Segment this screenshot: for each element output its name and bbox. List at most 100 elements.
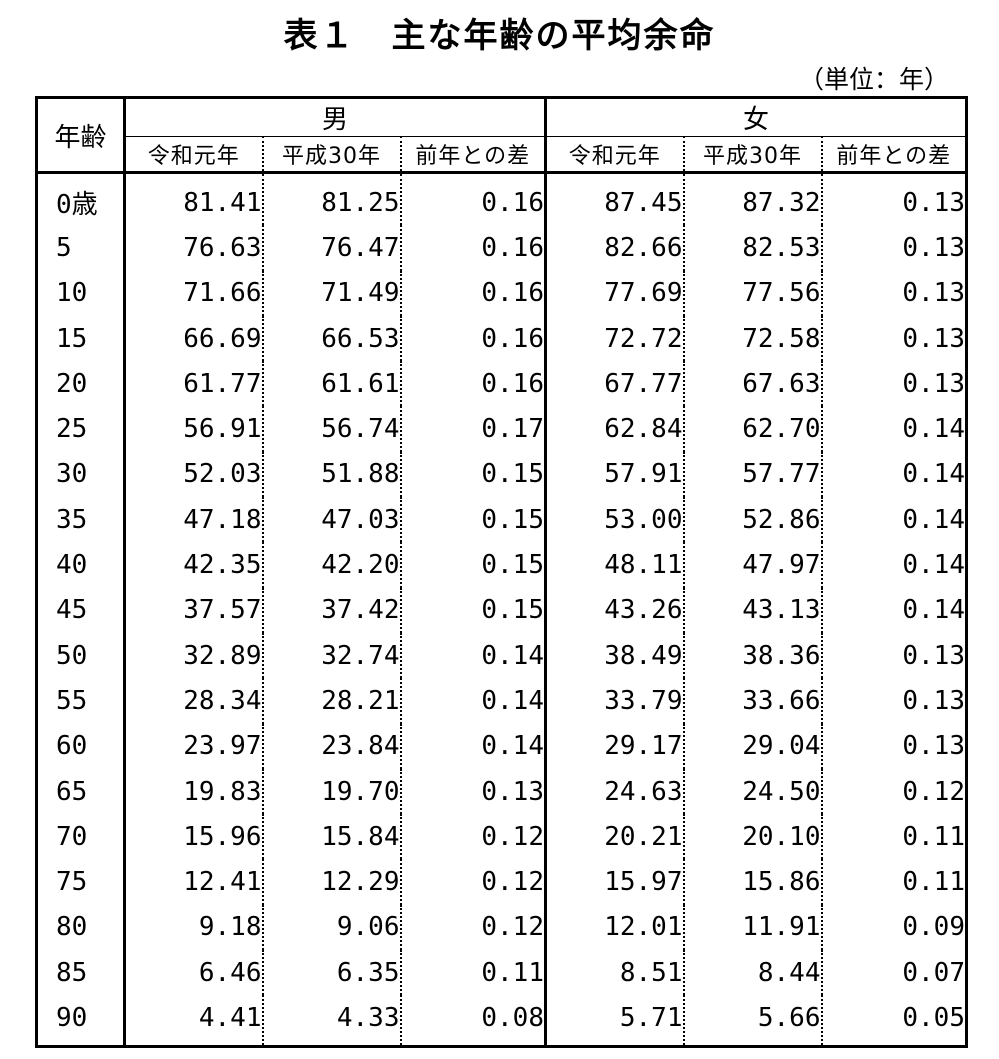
male-h30-cell: 23.84 xyxy=(262,723,402,769)
male-r1-cell: 23.97 xyxy=(124,723,264,769)
male-h30-cell: 51.88 xyxy=(262,451,402,498)
age-cell: 60 xyxy=(36,723,126,769)
table-row: 85 6.46 6.35 0.11 8.51 8.44 0.07 xyxy=(36,950,967,996)
table-row: 10 71.66 71.49 0.16 77.69 77.56 0.13 xyxy=(36,270,967,316)
female-h30-cell: 72.58 xyxy=(683,315,823,362)
male-h30-cell: 12.29 xyxy=(262,859,402,905)
female-r1-cell: 82.66 xyxy=(545,225,685,271)
male-h30-cell: 15.84 xyxy=(262,814,402,860)
female-h30-cell: 52.86 xyxy=(683,497,823,543)
male-r1-cell: 47.18 xyxy=(124,497,264,543)
female-h30-cell: 29.04 xyxy=(683,723,823,769)
female-h30-cell: 43.13 xyxy=(683,587,823,633)
female-diff-cell: 0.05 xyxy=(902,1002,965,1033)
table-row: 65 19.83 19.70 0.13 24.63 24.50 0.12 xyxy=(36,768,967,815)
male-col-diff: 前年との差 xyxy=(400,136,547,174)
male-h30-cell: 61.61 xyxy=(262,361,402,407)
male-r1-cell: 42.35 xyxy=(124,542,264,588)
table-row: 80 9.18 9.06 0.12 12.01 11.91 0.09 xyxy=(36,904,967,951)
male-diff-cell: 0.12 xyxy=(400,814,547,860)
male-diff-cell: 0.16 xyxy=(400,361,547,407)
female-diff-cell: 0.13 xyxy=(902,685,965,716)
female-h30-cell: 24.50 xyxy=(683,768,823,815)
age-cell: 65 xyxy=(36,768,126,815)
age-cell: 10 xyxy=(36,270,126,316)
male-r1-cell: 28.34 xyxy=(124,678,264,724)
female-r1-cell: 72.72 xyxy=(545,315,685,362)
male-r1-cell: 4.41 xyxy=(124,995,264,1047)
table-body: 0歳 81.41 81.25 0.16 87.45 87.32 0.13 5 76.63 76.4… xyxy=(36,172,967,1047)
table-row: 20 61.77 61.61 0.16 67.77 67.63 0.13 xyxy=(36,361,967,407)
female-h30-cell: 62.70 xyxy=(683,406,823,452)
male-diff-cell: 0.14 xyxy=(400,723,547,769)
female-h30-cell: 11.91 xyxy=(683,904,823,951)
female-r1-cell: 53.00 xyxy=(545,497,685,543)
female-diff-cell: 0.09 xyxy=(902,912,965,943)
female-diff-cell: 0.14 xyxy=(902,504,965,535)
female-r1-cell: 38.49 xyxy=(545,632,685,679)
female-col-diff: 前年との差 xyxy=(821,136,967,174)
male-r1-cell: 9.18 xyxy=(124,904,264,951)
male-h30-cell: 47.03 xyxy=(262,497,402,543)
age-cell: 90 xyxy=(36,995,126,1047)
male-col-h30: 平成30年 xyxy=(262,136,402,174)
age-header: 年齢 xyxy=(36,97,126,174)
female-h30-cell: 8.44 xyxy=(683,950,823,996)
male-r1-cell: 76.63 xyxy=(124,225,264,271)
female-diff-cell: 0.13 xyxy=(902,640,965,671)
male-diff-cell: 0.16 xyxy=(400,315,547,362)
female-h30-cell: 33.66 xyxy=(683,678,823,724)
female-diff-cell: 0.13 xyxy=(902,232,965,263)
female-diff-cell: 0.12 xyxy=(902,776,965,807)
female-r1-cell: 29.17 xyxy=(545,723,685,769)
age-cell: 25 xyxy=(36,406,126,452)
female-h30-cell: 67.63 xyxy=(683,361,823,407)
female-h30-cell: 20.10 xyxy=(683,814,823,860)
table-row: 0歳 81.41 81.25 0.16 87.45 87.32 0.13 xyxy=(36,172,967,226)
age-cell: 85 xyxy=(36,950,126,996)
male-diff-cell: 0.15 xyxy=(400,587,547,633)
table-row: 35 47.18 47.03 0.15 53.00 52.86 0.14 xyxy=(36,497,967,543)
male-diff-cell: 0.13 xyxy=(400,768,547,815)
table-row: 45 37.57 37.42 0.15 43.26 43.13 0.14 xyxy=(36,587,967,633)
male-h30-cell: 71.49 xyxy=(262,270,402,316)
age-cell: 40 xyxy=(36,542,126,588)
male-r1-cell: 37.57 xyxy=(124,587,264,633)
female-h30-cell: 38.36 xyxy=(683,632,823,679)
age-cell: 70 xyxy=(36,814,126,860)
female-diff-cell: 0.14 xyxy=(902,550,965,581)
male-diff-cell: 0.11 xyxy=(400,950,547,996)
table-row: 90 4.41 4.33 0.08 5.71 5.66 0.05 xyxy=(36,995,967,1047)
male-h30-cell: 42.20 xyxy=(262,542,402,588)
male-h30-cell: 37.42 xyxy=(262,587,402,633)
female-r1-cell: 15.97 xyxy=(545,859,685,905)
male-h30-cell: 76.47 xyxy=(262,225,402,271)
female-col-h30: 平成30年 xyxy=(683,136,823,174)
female-diff-cell: 0.14 xyxy=(902,595,965,626)
age-cell: 35 xyxy=(36,497,126,543)
female-r1-cell: 20.21 xyxy=(545,814,685,860)
female-r1-cell: 87.45 xyxy=(545,172,685,226)
female-diff-cell: 0.13 xyxy=(902,323,965,354)
female-h30-cell: 47.97 xyxy=(683,542,823,588)
female-r1-cell: 8.51 xyxy=(545,950,685,996)
female-diff-cell: 0.13 xyxy=(902,187,965,218)
male-r1-cell: 6.46 xyxy=(124,950,264,996)
male-diff-cell: 0.16 xyxy=(400,172,547,226)
female-r1-cell: 67.77 xyxy=(545,361,685,407)
age-cell: 0歳 xyxy=(36,172,126,226)
male-r1-cell: 12.41 xyxy=(124,859,264,905)
male-r1-cell: 71.66 xyxy=(124,270,264,316)
female-h30-cell: 87.32 xyxy=(683,172,823,226)
life-expectancy-table: 年齢 男 女 令和元年 平成30年 前年との差 令和元年 平成30年 前年との差… xyxy=(35,96,968,1048)
female-h30-cell: 77.56 xyxy=(683,270,823,316)
female-r1-cell: 24.63 xyxy=(545,768,685,815)
female-h30-cell: 15.86 xyxy=(683,859,823,905)
female-diff-cell: 0.13 xyxy=(902,278,965,309)
female-r1-cell: 62.84 xyxy=(545,406,685,452)
male-r1-cell: 19.83 xyxy=(124,768,264,815)
age-cell: 50 xyxy=(36,632,126,679)
male-diff-cell: 0.08 xyxy=(400,995,547,1047)
male-r1-cell: 66.69 xyxy=(124,315,264,362)
female-h30-cell: 57.77 xyxy=(683,451,823,498)
